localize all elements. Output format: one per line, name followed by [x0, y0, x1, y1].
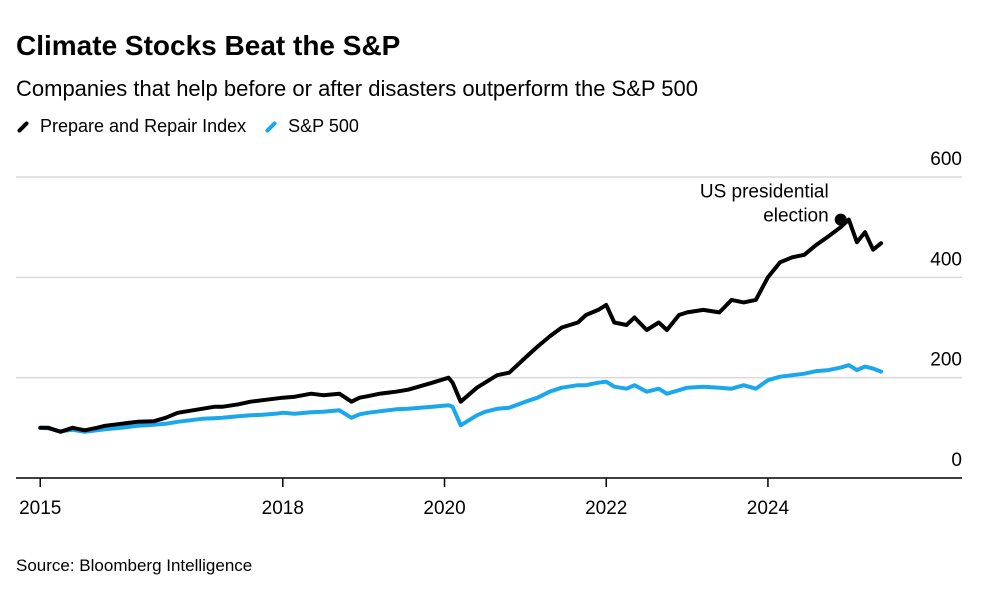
x-tick-label-2024: 2024	[747, 498, 790, 519]
series-line-sp500	[38, 363, 884, 434]
legend-label-prepare-repair: Prepare and Repair Index	[40, 116, 247, 136]
annotation-text-line-2: election	[763, 206, 829, 227]
legend-item-sp500: S&P 500	[264, 116, 359, 137]
legend: Prepare and Repair Index S&P 500	[16, 116, 377, 137]
x-tick-label-2020: 2020	[423, 498, 465, 519]
annotation-text-line-1: US presidential	[700, 182, 829, 203]
legend-swatch-prepare-repair	[16, 120, 30, 133]
legend-label-sp500: S&P 500	[288, 116, 359, 136]
legend-swatch-sp500	[264, 120, 278, 133]
annotation-marker	[834, 213, 847, 226]
series-line-prepare-repair	[38, 217, 884, 434]
x-tick-label-2022: 2022	[585, 498, 627, 519]
source-note: Source: Bloomberg Intelligence	[16, 556, 253, 575]
x-tick-label-2018: 2018	[262, 498, 304, 519]
y-tick-label-200: 200	[930, 350, 962, 371]
chart-subtitle: Companies that help before or after disa…	[16, 76, 698, 101]
legend-item-prepare-repair: Prepare and Repair Index	[16, 116, 246, 137]
y-tick-label-0: 0	[951, 450, 962, 471]
y-tick-label-600: 600	[930, 149, 962, 170]
line-chart: 0 200 400 600 2015 2018 2020 2022 2024 US preside…	[16, 149, 962, 519]
x-tick-label-2015: 2015	[19, 498, 61, 519]
y-tick-label-400: 400	[930, 249, 962, 270]
chart-title: Climate Stocks Beat the S&P	[16, 30, 401, 61]
